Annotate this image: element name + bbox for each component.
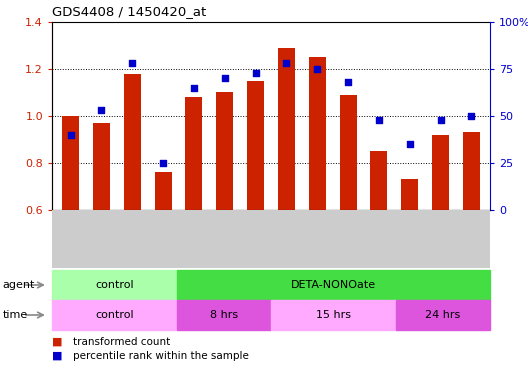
Bar (93, 123, 110, 210)
Point (467, 113, 476, 119)
Text: ■: ■ (52, 337, 62, 347)
Point (128, 60, 136, 66)
Text: percentile rank within the sample: percentile rank within the sample (73, 351, 249, 361)
Text: time: time (3, 310, 28, 320)
Text: transformed count: transformed count (73, 337, 171, 347)
Bar (155, 172, 172, 210)
Bar (309, 57, 326, 210)
Bar (124, 74, 140, 210)
Point (67, 132, 75, 138)
Bar (247, 81, 264, 210)
Bar (432, 135, 449, 210)
Text: 15 hrs: 15 hrs (316, 310, 351, 320)
Bar (185, 97, 202, 210)
Point (251, 70, 260, 76)
Point (406, 141, 414, 147)
Point (375, 117, 383, 123)
Point (282, 60, 290, 66)
Text: 24 hrs: 24 hrs (426, 310, 461, 320)
Point (159, 160, 167, 166)
Point (221, 75, 229, 81)
Bar (278, 48, 295, 210)
Bar (463, 132, 480, 210)
Bar (216, 93, 233, 210)
Text: control: control (95, 280, 134, 290)
Text: control: control (95, 310, 134, 320)
Bar (340, 95, 356, 210)
Point (313, 66, 322, 72)
Point (190, 85, 198, 91)
Bar (401, 179, 418, 210)
Point (97, 107, 106, 113)
Text: GDS4408 / 1450420_at: GDS4408 / 1450420_at (52, 5, 206, 18)
Bar (371, 151, 388, 210)
Point (437, 117, 445, 123)
Text: DETA-NONOate: DETA-NONOate (291, 280, 376, 290)
Bar (62, 116, 79, 210)
Point (344, 79, 352, 85)
Text: 8 hrs: 8 hrs (210, 310, 238, 320)
Text: ■: ■ (52, 351, 62, 361)
Text: agent: agent (3, 280, 35, 290)
